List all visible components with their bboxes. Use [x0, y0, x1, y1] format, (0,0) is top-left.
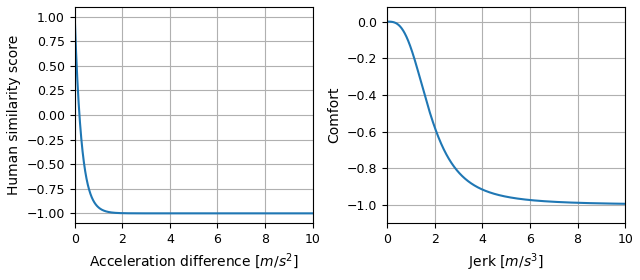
Y-axis label: Comfort: Comfort [328, 87, 342, 143]
X-axis label: Jerk [$m/s^3$]: Jerk [$m/s^3$] [468, 251, 544, 273]
Y-axis label: Human similarity score: Human similarity score [7, 35, 21, 195]
X-axis label: Acceleration difference [$m/s^2$]: Acceleration difference [$m/s^2$] [89, 251, 299, 271]
